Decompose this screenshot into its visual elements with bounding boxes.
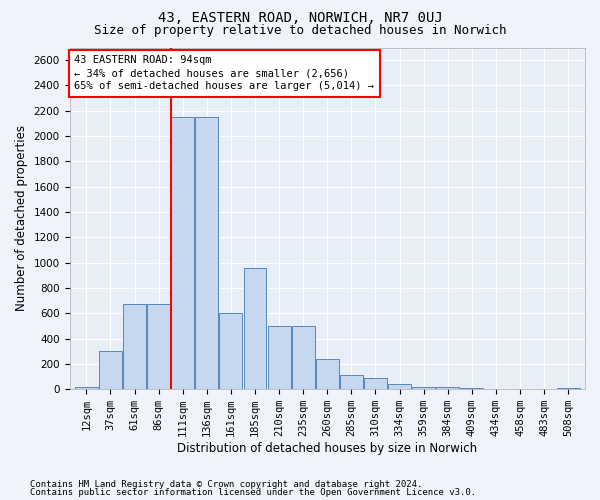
- Bar: [340, 374, 363, 389]
- Bar: [364, 378, 387, 389]
- Bar: [316, 360, 339, 389]
- X-axis label: Distribution of detached houses by size in Norwich: Distribution of detached houses by size …: [177, 442, 478, 455]
- Text: 43 EASTERN ROAD: 94sqm
← 34% of detached houses are smaller (2,656)
65% of semi-: 43 EASTERN ROAD: 94sqm ← 34% of detached…: [74, 55, 374, 92]
- Bar: [509, 388, 532, 389]
- Bar: [484, 388, 508, 389]
- Text: Size of property relative to detached houses in Norwich: Size of property relative to detached ho…: [94, 24, 506, 37]
- Text: Contains public sector information licensed under the Open Government Licence v3: Contains public sector information licen…: [30, 488, 476, 497]
- Bar: [436, 386, 459, 389]
- Bar: [460, 388, 483, 389]
- Bar: [244, 268, 266, 389]
- Bar: [412, 386, 435, 389]
- Bar: [171, 117, 194, 389]
- Bar: [557, 388, 580, 389]
- Bar: [292, 326, 314, 389]
- Bar: [147, 304, 170, 389]
- Bar: [75, 386, 98, 389]
- Text: Contains HM Land Registry data © Crown copyright and database right 2024.: Contains HM Land Registry data © Crown c…: [30, 480, 422, 489]
- Bar: [196, 117, 218, 389]
- Bar: [388, 384, 411, 389]
- Text: 43, EASTERN ROAD, NORWICH, NR7 0UJ: 43, EASTERN ROAD, NORWICH, NR7 0UJ: [158, 11, 442, 25]
- Bar: [268, 326, 290, 389]
- Y-axis label: Number of detached properties: Number of detached properties: [15, 126, 28, 312]
- Bar: [99, 352, 122, 389]
- Bar: [123, 304, 146, 389]
- Bar: [220, 314, 242, 389]
- Bar: [533, 388, 556, 389]
